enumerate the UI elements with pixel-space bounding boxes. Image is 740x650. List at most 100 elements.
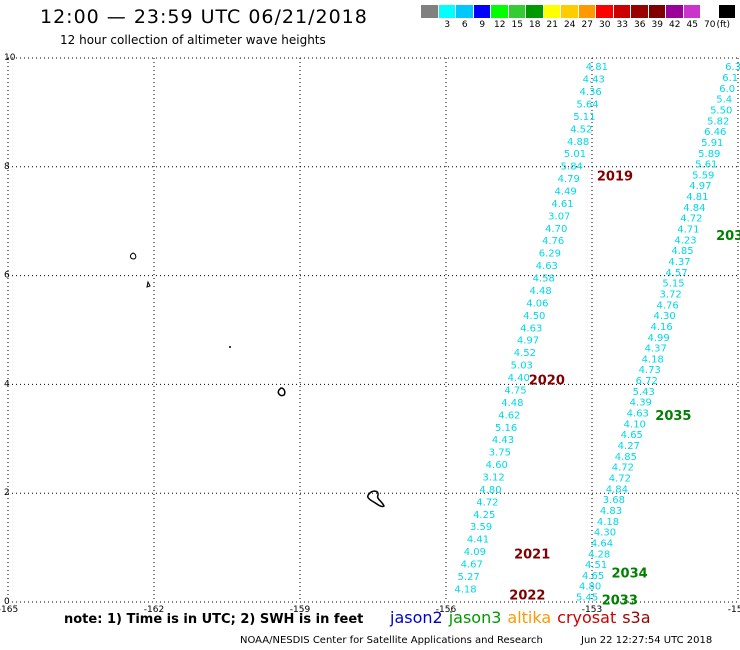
swh-value: 4.57 bbox=[665, 268, 687, 279]
y-tick-label: 0 bbox=[4, 597, 10, 607]
y-tick-label: 6 bbox=[4, 271, 10, 281]
y-tick-label: 8 bbox=[4, 162, 10, 172]
swh-value: 4.97 bbox=[689, 181, 711, 192]
swh-value: 3.75 bbox=[489, 448, 511, 459]
swh-value: 4.63 bbox=[627, 409, 649, 420]
swh-value: 4.28 bbox=[588, 549, 610, 560]
cycle-label: 2033 bbox=[602, 594, 638, 609]
y-tick-label: 4 bbox=[4, 379, 10, 389]
swh-value: 4.43 bbox=[583, 75, 605, 86]
cycle-label: 2034 bbox=[612, 567, 648, 582]
color-scale-label: 70 bbox=[704, 20, 716, 30]
x-tick-label: -153 bbox=[582, 605, 602, 615]
mission-legend: jason2 jason3 altika cryosat s3a bbox=[390, 608, 657, 627]
swh-value: 4.85 bbox=[671, 246, 693, 257]
swh-value: 4.88 bbox=[567, 137, 589, 148]
swh-value: 4.84 bbox=[683, 203, 705, 214]
color-swatch bbox=[701, 5, 719, 18]
swh-value: 5.64 bbox=[576, 100, 598, 111]
swh-value: 5.16 bbox=[495, 423, 517, 434]
color-swatch bbox=[578, 5, 596, 18]
color-scale-label: 24 bbox=[564, 20, 576, 30]
swh-value: 4.83 bbox=[600, 506, 622, 517]
swh-value: 4.18 bbox=[642, 354, 664, 365]
color-scale-label: 15 bbox=[511, 20, 523, 30]
swh-value: 5.59 bbox=[692, 170, 714, 181]
swh-value: 4.80 bbox=[579, 582, 601, 593]
color-swatch bbox=[666, 5, 684, 18]
color-scale-label: 36 bbox=[634, 20, 646, 30]
swh-value: 4.16 bbox=[650, 322, 672, 333]
swh-value: 4.10 bbox=[624, 419, 646, 430]
color-scale-label: 33 bbox=[616, 20, 628, 30]
swh-value: 3.07 bbox=[548, 211, 570, 222]
color-swatch bbox=[438, 5, 456, 18]
swh-value: 4.52 bbox=[514, 348, 536, 359]
swh-value: 4.50 bbox=[523, 311, 545, 322]
swh-value: 4.48 bbox=[529, 286, 551, 297]
swh-value: 6.0 bbox=[719, 84, 735, 95]
swh-value: 4.64 bbox=[591, 538, 613, 549]
swh-value: 5.82 bbox=[707, 116, 729, 127]
color-swatch bbox=[473, 5, 491, 18]
color-swatch bbox=[631, 5, 649, 18]
swh-value: 3.12 bbox=[482, 473, 504, 484]
swh-value: 4.23 bbox=[674, 235, 696, 246]
swh-value: 4.36 bbox=[579, 87, 601, 98]
color-swatch bbox=[421, 5, 439, 18]
swh-value: 4.09 bbox=[464, 547, 486, 558]
swh-value: 5.45 bbox=[576, 593, 598, 604]
color-scale-unit: (ft) bbox=[716, 20, 731, 30]
swh-value: 4.76 bbox=[542, 236, 564, 247]
swh-value: 4.80 bbox=[479, 485, 501, 496]
color-scale-label: 27 bbox=[581, 20, 593, 30]
color-swatch bbox=[596, 5, 614, 18]
swh-value: 5.4 bbox=[716, 95, 732, 106]
swh-value: 4.60 bbox=[486, 460, 508, 471]
swh-value: 5.27 bbox=[457, 572, 479, 583]
swh-value: 4.79 bbox=[558, 174, 580, 185]
island-outline bbox=[146, 280, 151, 288]
color-scale-label: 42 bbox=[669, 20, 681, 30]
swh-value: 4.81 bbox=[686, 192, 708, 203]
island-outline bbox=[277, 387, 286, 397]
swh-value: 4.37 bbox=[645, 344, 667, 355]
color-scale-bar bbox=[421, 5, 736, 18]
swh-value: 5.91 bbox=[701, 138, 723, 149]
footer-timestamp: Jun 22 12:27:54 UTC 2018 bbox=[581, 635, 713, 646]
swh-value: 4.41 bbox=[467, 535, 489, 546]
swh-value: 6.3 bbox=[725, 62, 740, 73]
swh-value: 5.15 bbox=[662, 279, 684, 290]
x-tick-label: -159 bbox=[290, 605, 311, 615]
swh-value: 4.30 bbox=[653, 311, 675, 322]
swh-value: 4.71 bbox=[677, 225, 699, 236]
x-tick-label: -165 bbox=[0, 605, 18, 615]
swh-value: 4.06 bbox=[526, 298, 548, 309]
color-scale-label: 39 bbox=[651, 20, 663, 30]
swh-value: 4.65 bbox=[582, 571, 604, 582]
color-scale-label: 6 bbox=[461, 20, 468, 30]
swh-value: 4.39 bbox=[630, 398, 652, 409]
cycle-label: 2035 bbox=[655, 409, 691, 424]
swh-value: 3.68 bbox=[603, 495, 625, 506]
swh-value: 6.72 bbox=[636, 376, 658, 387]
footer-note: note: 1) Time is in UTC; 2) SWH is in fe… bbox=[64, 612, 364, 627]
cycle-label: 2036 bbox=[716, 229, 740, 244]
swh-value: 4.84 bbox=[606, 484, 628, 495]
swh-value: 4.51 bbox=[585, 560, 607, 571]
swh-value: 4.72 bbox=[612, 463, 634, 474]
swh-value: 3.59 bbox=[470, 522, 492, 533]
swh-value: 5.61 bbox=[695, 160, 717, 171]
footer-credit: NOAA/NESDIS Center for Satellite Applica… bbox=[240, 635, 543, 646]
y-tick-label: 10 bbox=[4, 53, 16, 63]
swh-value: 4.72 bbox=[609, 474, 631, 485]
swh-value: 5.89 bbox=[698, 149, 720, 160]
swh-value: 5.01 bbox=[564, 149, 586, 160]
color-swatch bbox=[491, 5, 509, 18]
map-subtitle: 12 hour collection of altimeter wave hei… bbox=[60, 33, 326, 47]
color-scale-labels: 3 6 9 12 15 18 21 24 27 30 33 36 39 42 45 70 (ft) bbox=[421, 20, 736, 34]
swh-value: 4.27 bbox=[618, 441, 640, 452]
swh-value: 4.58 bbox=[533, 274, 555, 285]
swh-value: 4.67 bbox=[461, 560, 483, 571]
swh-value: 5.11 bbox=[573, 112, 595, 123]
